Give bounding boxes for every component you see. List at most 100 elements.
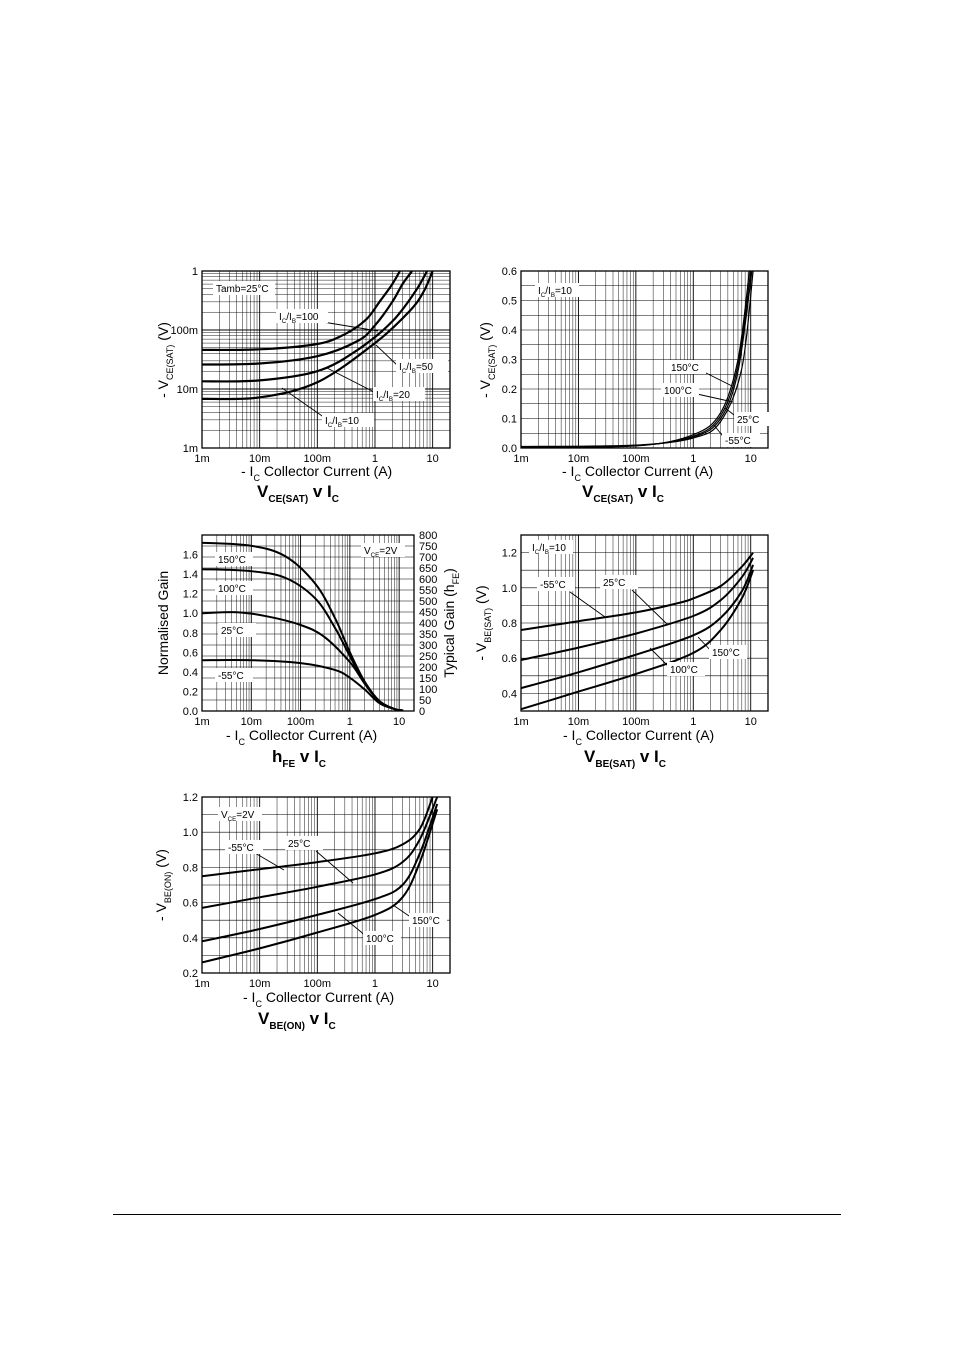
label-backdrop xyxy=(215,668,253,682)
leader-line xyxy=(569,591,606,618)
series-line xyxy=(520,564,755,690)
series-name: IC/IB=20 xyxy=(376,390,410,403)
series-line xyxy=(201,803,439,943)
leader-line xyxy=(337,912,367,937)
x-axis-label: - IC Collector Current (A) xyxy=(241,463,392,483)
grid xyxy=(520,271,769,448)
leader-line xyxy=(254,852,285,871)
x-tick-label: 100m xyxy=(304,453,332,465)
y-tick-label: 0.6 xyxy=(502,266,517,278)
plot-frame xyxy=(520,534,769,712)
label-backdrop xyxy=(225,840,263,854)
chart-title: VCE(SAT) v IC xyxy=(257,482,339,505)
leader-line xyxy=(392,904,413,919)
series-label: 150°C xyxy=(697,636,747,659)
y2-tick-label: 350 xyxy=(419,629,437,641)
x-axis-label: - IC Collector Current (A) xyxy=(563,727,714,747)
label-backdrop xyxy=(215,581,253,595)
series-label: 150°C xyxy=(392,904,447,927)
y-axis-label: - VCE(SAT) (V) xyxy=(477,322,497,398)
x-tick-label: 1m xyxy=(513,716,528,728)
series-name: IC/IB=50 xyxy=(399,362,433,375)
y-axis-label: - VBE(SAT) (V) xyxy=(473,585,493,660)
label-backdrop xyxy=(668,360,706,374)
y-tick-label: 1.0 xyxy=(183,608,198,620)
x-tick-label: 10 xyxy=(745,716,757,728)
y-tick-label: 0.2 xyxy=(183,968,198,980)
y2-axis-label: Typical Gain (hFE) xyxy=(441,568,461,678)
annotation-text: Tamb=25°C xyxy=(216,284,269,295)
series-label: 100°C xyxy=(337,912,401,945)
x-tick-label: 100m xyxy=(622,716,650,728)
series-label: IC/IB=100 xyxy=(276,309,379,332)
annotation-text: IC/IB=10 xyxy=(532,543,566,556)
y-tick-label: 1.2 xyxy=(502,548,517,560)
chart-vbeon-ic: 1m 10m 100m 1 10 0.2 0.4 0.6 0.8 1.0 1.2 - IC Colle… xyxy=(153,792,451,1032)
leader-line xyxy=(322,321,379,332)
chart-vbesat-ic: 1m 10m 100m 1 10 0.4 0.6 0.8 1.0 1.2 - IC Collecto… xyxy=(473,534,769,770)
y-tick-label: 0.4 xyxy=(183,933,198,945)
series-line xyxy=(520,557,754,661)
label-backdrop xyxy=(529,540,573,554)
annotation: Tamb=25°C xyxy=(213,281,275,295)
chart-title: VBE(ON) v IC xyxy=(258,1009,336,1032)
series-name: 150°C xyxy=(671,363,699,374)
y-tick-label: 1.6 xyxy=(183,550,198,562)
y-tick-label: 0.6 xyxy=(183,647,198,659)
y-tick-label: 0.2 xyxy=(502,384,517,396)
x-tick-label: 10 xyxy=(427,453,439,465)
y-tick-label: 0.2 xyxy=(183,686,198,698)
series-line xyxy=(520,270,750,448)
y-tick-label: 0.4 xyxy=(502,325,517,337)
series-label: IC/IB=10 xyxy=(281,387,374,429)
y-tick-label: 0.8 xyxy=(502,618,517,630)
series-label: 150°C xyxy=(215,552,253,566)
x-tick-label: 1 xyxy=(372,978,378,990)
y2-tick-label: 100 xyxy=(419,684,437,696)
series-line xyxy=(201,808,439,964)
y2-tick-label: 550 xyxy=(419,585,437,597)
leader-line xyxy=(375,344,399,367)
series-line xyxy=(201,796,434,878)
y-tick-label: 0.0 xyxy=(183,706,198,718)
series-label: -55°C xyxy=(225,840,285,871)
y-tick-label: 0.6 xyxy=(502,653,517,665)
plot-frame xyxy=(520,270,769,449)
series-name: 100°C xyxy=(664,386,692,397)
series-group xyxy=(520,551,755,711)
x-tick-label: 1m xyxy=(513,453,528,465)
y2-tick-label: 150 xyxy=(419,673,437,685)
leader-line xyxy=(281,387,326,419)
annotation: VCE=2V xyxy=(361,543,405,559)
y-tick-label: 1.0 xyxy=(502,583,517,595)
series-line xyxy=(201,270,434,401)
y-tick-label: 0.1 xyxy=(502,414,517,426)
y2-tick-label: 500 xyxy=(419,596,437,608)
x-tick-label: 100m xyxy=(622,453,650,465)
x-axis-label: - IC Collector Current (A) xyxy=(243,989,394,1009)
x-tick-label: 10 xyxy=(745,453,757,465)
y-tick-label: 1.4 xyxy=(183,569,198,581)
series-label: -55°C xyxy=(713,424,760,447)
series-name: 150°C xyxy=(712,648,740,659)
series-group xyxy=(201,270,434,401)
x-axis-label: - IC Collector Current (A) xyxy=(562,463,713,483)
x-tick-label: 1 xyxy=(372,453,378,465)
y2-tick-label: 750 xyxy=(419,541,437,553)
series-label: 25°C xyxy=(724,407,772,426)
x-tick-label: 1m xyxy=(194,453,209,465)
label-backdrop xyxy=(734,412,772,426)
series-label: 25°C xyxy=(600,575,669,626)
series-group xyxy=(201,796,439,964)
x-tick-label: 100m xyxy=(287,716,315,728)
series-line xyxy=(520,551,754,631)
y2-tick-label: 700 xyxy=(419,552,437,564)
plot-frame xyxy=(201,796,451,974)
x-tick-label: 10m xyxy=(249,978,270,990)
y-tick-label: 0.4 xyxy=(183,667,198,679)
series-name: 25°C xyxy=(603,578,625,589)
x-tick-label: 1m xyxy=(194,716,209,728)
y-tick-label: 0.8 xyxy=(183,862,198,874)
